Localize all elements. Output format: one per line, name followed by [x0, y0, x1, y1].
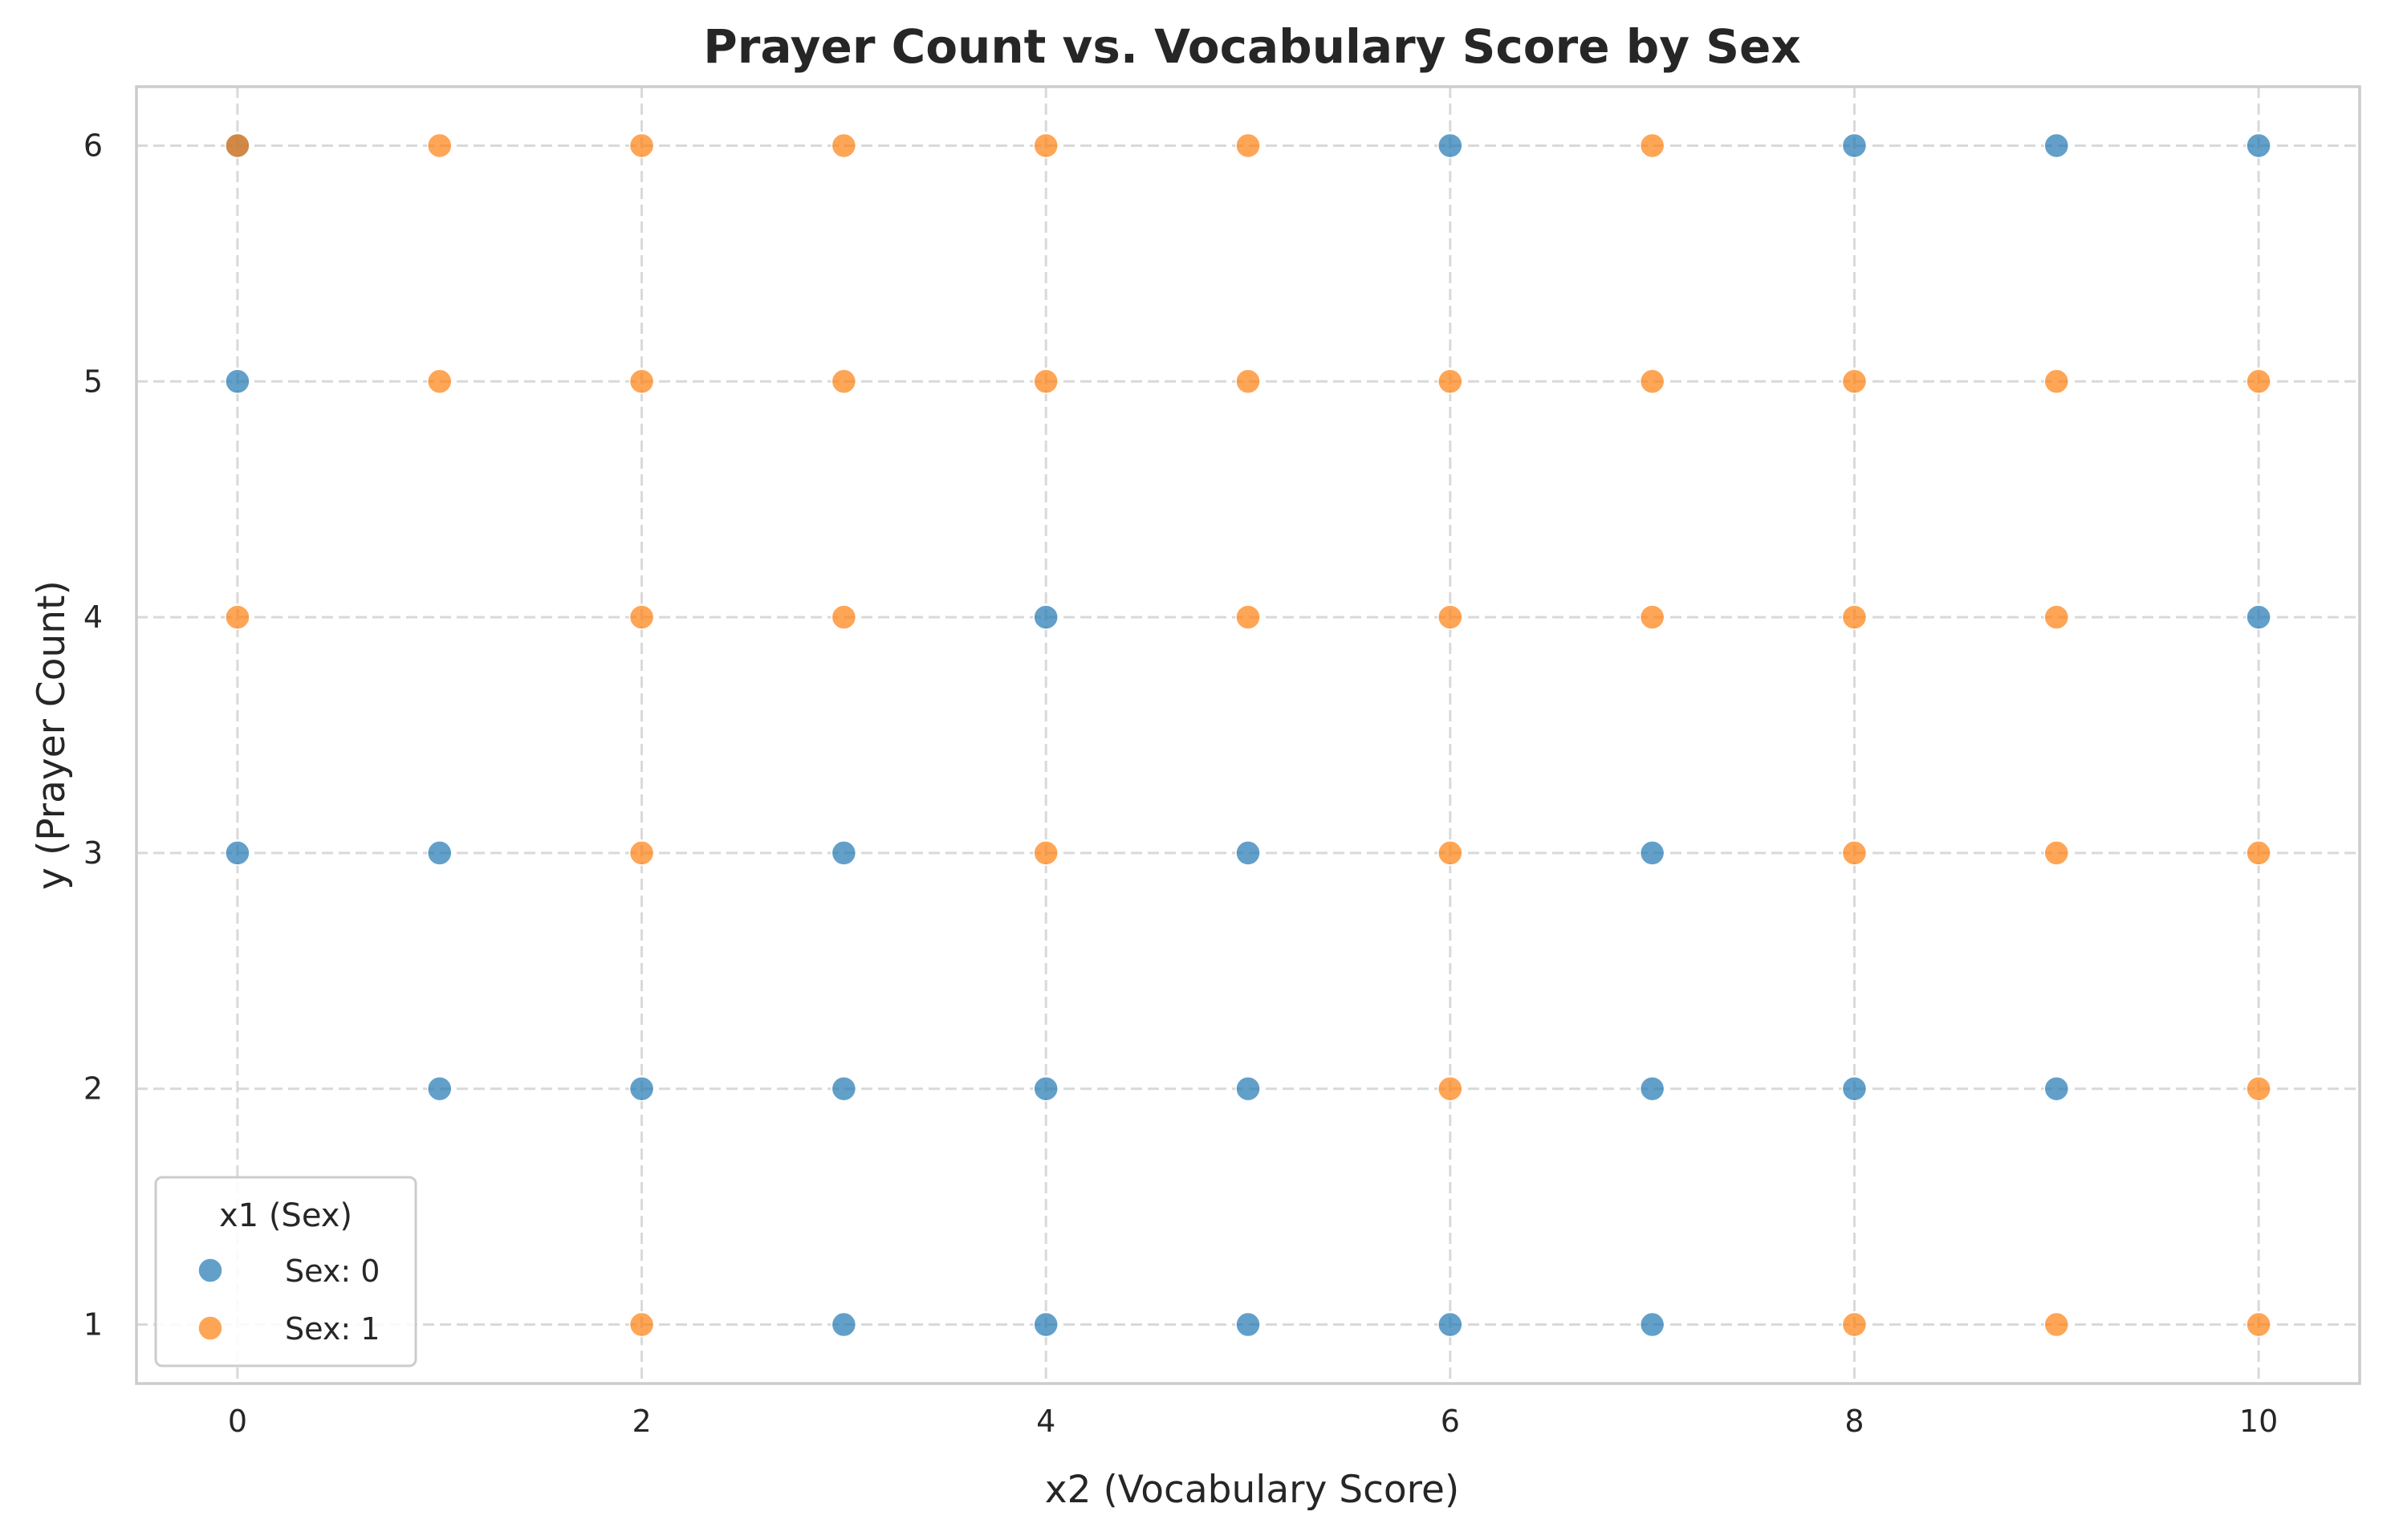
data-point-sex-1: [1639, 604, 1665, 630]
data-point-sex-1: [1841, 1311, 1868, 1338]
data-point-sex-0: [2043, 1075, 2070, 1102]
data-point-sex-0: [1235, 840, 1261, 866]
x-tick-label: 8: [1844, 1404, 1864, 1439]
y-axis-label: y (Prayer Count): [30, 580, 74, 890]
data-point-sex-0: [426, 1075, 453, 1102]
data-point-sex-1: [2043, 1311, 2070, 1338]
data-point-sex-1: [225, 132, 250, 159]
data-point-sex-1: [628, 368, 655, 395]
data-point-sex-1: [628, 132, 655, 159]
data-point-sex-1: [1841, 604, 1868, 630]
data-point-sex-0: [1437, 132, 1463, 159]
data-point-sex-0: [1639, 840, 1665, 866]
data-point-sex-0: [225, 840, 250, 866]
data-point-sex-1: [1235, 132, 1261, 159]
y-tick-label: 1: [83, 1307, 103, 1343]
data-point-sex-0: [628, 1075, 655, 1102]
x-axis-label: x2 (Vocabulary Score): [1045, 1468, 1459, 1512]
legend-title: x1 (Sex): [219, 1197, 352, 1234]
data-point-sex-0: [1033, 1311, 1059, 1338]
data-point-sex-0: [1841, 1075, 1868, 1102]
data-point-sex-1: [2043, 368, 2070, 395]
data-point-sex-0: [1235, 1075, 1261, 1102]
data-point-sex-1: [1437, 840, 1463, 866]
data-point-sex-0: [2246, 132, 2271, 159]
data-point-sex-0: [1639, 1075, 1665, 1102]
data-point-sex-1: [1639, 132, 1665, 159]
legend-frame: [154, 1176, 417, 1367]
data-points: [225, 132, 2271, 1338]
data-point-sex-1: [1841, 840, 1868, 866]
grid-lines: [136, 87, 2360, 1384]
data-point-sex-1: [628, 604, 655, 630]
data-point-sex-1: [2246, 368, 2271, 395]
legend-label-sex-0: Sex: 0: [285, 1254, 380, 1289]
data-point-sex-1: [426, 132, 453, 159]
data-point-sex-0: [831, 840, 857, 866]
data-point-sex-0: [831, 1075, 857, 1102]
data-point-sex-0: [1235, 1311, 1261, 1338]
data-point-sex-1: [628, 1311, 655, 1338]
legend: x1 (Sex) Sex: 0 Sex: 1: [154, 1176, 417, 1367]
legend-label-sex-1: Sex: 1: [285, 1311, 380, 1347]
data-point-sex-1: [225, 604, 250, 630]
data-point-sex-0: [426, 840, 453, 866]
data-point-sex-1: [1235, 368, 1261, 395]
data-point-sex-1: [2246, 1075, 2271, 1102]
data-point-sex-0: [1033, 1075, 1059, 1102]
y-tick-label: 4: [83, 599, 103, 635]
data-point-sex-0: [225, 368, 250, 395]
x-tick-label: 10: [2239, 1404, 2278, 1439]
data-point-sex-1: [2043, 840, 2070, 866]
data-point-sex-1: [628, 840, 655, 866]
data-point-sex-0: [1841, 132, 1868, 159]
chart-title: Prayer Count vs. Vocabulary Score by Sex: [703, 19, 1801, 74]
legend-marker-sex-0: [197, 1258, 223, 1283]
data-point-sex-1: [2246, 1311, 2271, 1338]
y-tick-label: 3: [83, 835, 103, 871]
data-point-sex-1: [831, 368, 857, 395]
y-tick-label: 2: [83, 1071, 103, 1107]
data-point-sex-0: [2043, 132, 2070, 159]
data-point-sex-0: [1437, 1311, 1463, 1338]
y-tick-label: 6: [83, 128, 103, 163]
legend-marker-sex-1: [197, 1315, 223, 1341]
data-point-sex-1: [426, 368, 453, 395]
plot-area-frame: [135, 85, 2361, 1385]
data-point-sex-1: [831, 132, 857, 159]
x-tick-label: 2: [632, 1404, 651, 1439]
data-point-sex-1: [1841, 368, 1868, 395]
data-point-sex-0: [831, 1311, 857, 1338]
data-point-sex-1: [1437, 368, 1463, 395]
data-point-sex-1: [1033, 840, 1059, 866]
data-point-sex-1: [1639, 368, 1665, 395]
data-point-sex-1: [2246, 840, 2271, 866]
data-point-sex-1: [1235, 604, 1261, 630]
data-point-sex-1: [1437, 1075, 1463, 1102]
data-point-sex-0: [1639, 1311, 1665, 1338]
data-point-sex-1: [1437, 604, 1463, 630]
x-tick-label: 4: [1036, 1404, 1055, 1439]
data-point-sex-0: [2246, 604, 2271, 630]
data-point-sex-0: [1033, 604, 1059, 630]
data-point-sex-1: [1033, 368, 1059, 395]
x-tick-label: 0: [228, 1404, 247, 1439]
data-point-sex-1: [1033, 132, 1059, 159]
data-point-sex-1: [831, 604, 857, 630]
data-point-sex-1: [2043, 604, 2070, 630]
y-tick-label: 5: [83, 364, 103, 399]
x-tick-label: 6: [1441, 1404, 1460, 1439]
